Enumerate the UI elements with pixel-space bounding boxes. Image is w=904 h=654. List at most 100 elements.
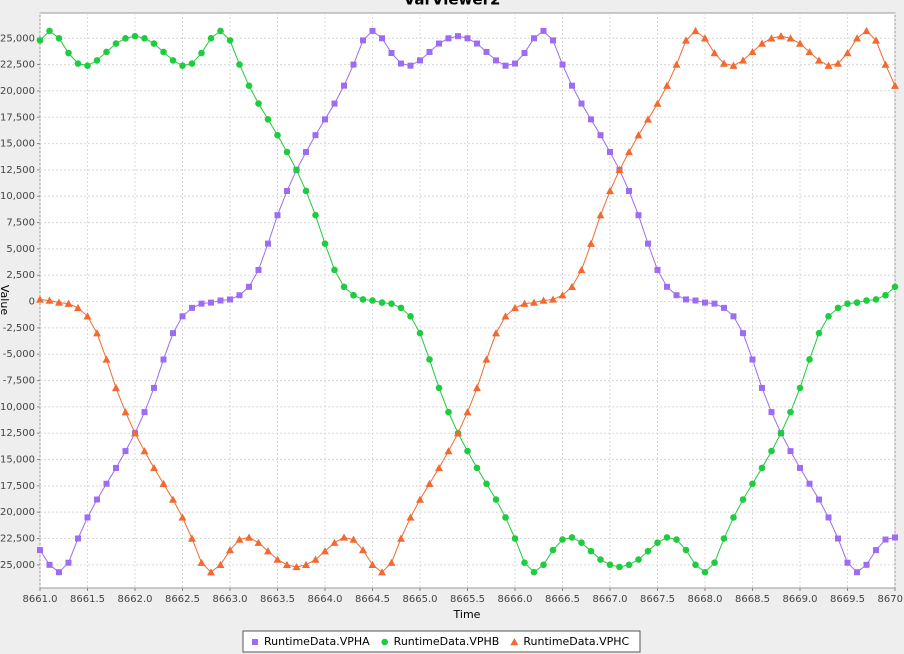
data-point (188, 60, 196, 67)
data-point (492, 496, 500, 503)
x-tick-label: 8670.0 (878, 594, 904, 605)
data-point (521, 559, 528, 567)
data-point (464, 447, 471, 455)
y-tick-label: 15,000 (0, 139, 35, 150)
x-tick-label: 8666.5 (545, 594, 580, 605)
data-point (264, 116, 272, 123)
data-point (663, 534, 671, 541)
data-point (549, 546, 557, 554)
data-point (331, 100, 338, 107)
data-point (74, 303, 82, 312)
data-point (540, 27, 547, 34)
data-point (283, 560, 291, 569)
data-point (730, 514, 737, 521)
x-tick-label: 8663.5 (260, 594, 295, 605)
data-point (635, 212, 642, 219)
data-point (844, 559, 851, 566)
data-point (673, 536, 680, 543)
data-point (749, 480, 756, 488)
x-tick-label: 8669.0 (783, 594, 818, 605)
y-tick-label: 25,000 (0, 33, 35, 44)
data-point (65, 559, 72, 566)
data-point (748, 47, 757, 56)
data-point (473, 383, 481, 392)
data-point (426, 356, 433, 363)
data-point (891, 81, 899, 89)
data-point (159, 479, 168, 487)
data-point (255, 266, 262, 273)
data-point (559, 61, 566, 68)
data-point (121, 408, 130, 416)
data-point (435, 384, 443, 392)
data-point (379, 35, 385, 42)
data-point (198, 300, 205, 307)
data-point (521, 50, 528, 57)
data-point (273, 555, 282, 563)
data-point (45, 296, 54, 304)
data-point (463, 408, 472, 416)
data-point (217, 27, 224, 35)
data-point (672, 60, 681, 68)
data-point (122, 34, 129, 42)
data-point (284, 187, 290, 194)
data-point (55, 298, 63, 306)
data-point (226, 546, 234, 554)
data-point (493, 57, 499, 64)
data-point (416, 329, 424, 337)
data-point (93, 57, 101, 64)
legend-label: RuntimeData.VPHC (523, 635, 629, 648)
data-point (787, 448, 794, 455)
data-point (454, 429, 462, 437)
chart-title: VarViewer2 (404, 0, 501, 9)
data-point (274, 212, 281, 219)
data-point (302, 187, 310, 195)
y-tick-label: 20,000 (0, 86, 35, 97)
data-point (292, 562, 301, 571)
data-point (293, 166, 300, 174)
y-tick-label: -7,500 (3, 376, 35, 387)
y-tick-label: -12,500 (0, 428, 35, 439)
data-point (882, 536, 889, 543)
data-point (102, 355, 111, 363)
data-point (141, 34, 148, 42)
data-point (767, 34, 776, 42)
data-point (530, 298, 538, 306)
y-tick-label: 10,000 (0, 191, 35, 202)
data-point (84, 514, 91, 521)
plot-area (39, 12, 896, 589)
data-point (141, 409, 148, 416)
data-point (255, 100, 262, 107)
data-point (360, 37, 366, 44)
data-point (226, 37, 234, 44)
data-point (550, 37, 556, 44)
data-point (189, 304, 195, 311)
data-point (872, 296, 880, 303)
data-point (816, 496, 822, 503)
x-tick-label: 8661.0 (23, 594, 58, 605)
y-tick-label: -5,000 (3, 349, 35, 360)
data-point (274, 131, 281, 139)
data-point (341, 82, 347, 89)
data-point (369, 27, 376, 34)
data-point (492, 329, 500, 337)
data-point (444, 447, 453, 455)
data-point (254, 538, 263, 546)
data-point (597, 556, 604, 563)
data-point (588, 116, 594, 123)
x-tick-label: 8667.5 (640, 594, 675, 605)
data-point (825, 312, 832, 320)
data-point (568, 534, 576, 541)
data-point (730, 313, 737, 320)
data-point (397, 304, 405, 312)
data-point (759, 384, 765, 391)
data-point (891, 283, 899, 291)
data-point (825, 514, 832, 521)
data-point (834, 59, 842, 67)
y-tick-label: -25,000 (0, 560, 35, 571)
data-point (625, 561, 633, 569)
data-point (445, 35, 452, 42)
x-tick-label: 8663.0 (213, 594, 248, 605)
data-point (198, 49, 205, 57)
data-point (805, 47, 814, 56)
data-point (607, 149, 613, 156)
